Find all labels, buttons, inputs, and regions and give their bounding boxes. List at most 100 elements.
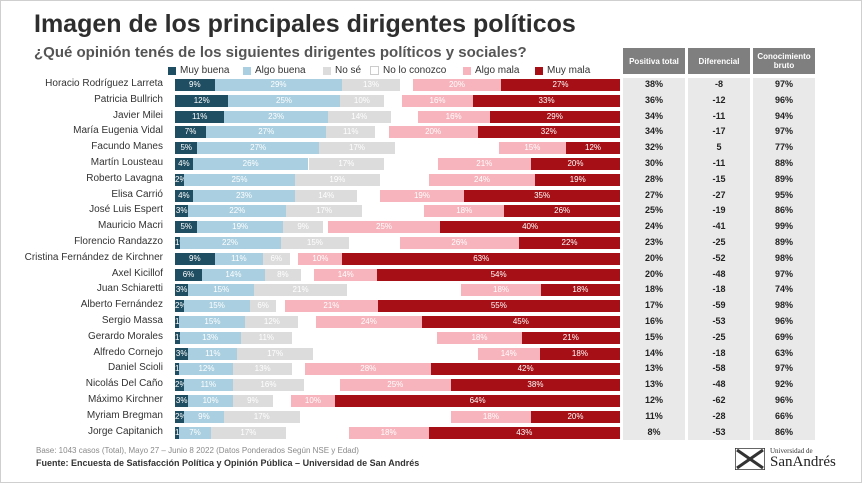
bar-segment: 12% — [245, 316, 299, 328]
table-cell-diferencial: -8 — [714, 79, 723, 89]
bar-segment: 11% — [326, 126, 376, 139]
bar-segment: 16% — [232, 379, 305, 392]
bar-segment: 43% — [428, 426, 620, 439]
bar-segment: 1% — [175, 316, 180, 328]
table-cell-positiva: 24% — [644, 221, 663, 232]
bar-segment: 26% — [192, 158, 309, 170]
bar-segment: 1% — [175, 363, 180, 376]
row-label: José Luis Espert — [89, 204, 163, 216]
table-cell-positiva: 28% — [644, 173, 663, 184]
bar-segment: 1% — [175, 237, 180, 249]
table-cell-diferencial: -53 — [712, 316, 726, 326]
bar-segment — [292, 331, 438, 344]
table-cell-positiva: 25% — [644, 205, 663, 216]
table-cell-conocimiento: 86% — [774, 205, 793, 216]
bar-segment: 6% — [175, 268, 202, 281]
table-cell-positiva: 30% — [644, 158, 663, 168]
table-cell-conocimiento: 95% — [774, 189, 793, 200]
bar-segment: 24% — [315, 316, 422, 328]
bar-segment: 19% — [379, 189, 465, 202]
legend-item-algo-mala: Algo mala — [463, 65, 519, 76]
legend-swatch-icon — [243, 66, 251, 75]
bar-segment: 40% — [440, 221, 620, 234]
stacked-bar: 7% 27% 11% 20% 32% — [175, 126, 620, 139]
legend-swatch-icon — [323, 66, 331, 75]
bar-segment: 32% — [477, 126, 620, 139]
row-label: Nicolás Del Caño — [85, 378, 163, 390]
legend-swatch-icon — [370, 66, 379, 75]
table-cell-conocimiento: 88% — [774, 158, 793, 168]
table-cell-positiva: 16% — [644, 316, 663, 326]
bar-segment: 25% — [327, 221, 441, 234]
row-label: Daniel Scioli — [107, 362, 163, 374]
bar-segment: 25% — [339, 379, 451, 392]
table-cell-conocimiento: 66% — [774, 410, 793, 421]
row-label: Mauricio Macri — [97, 220, 163, 232]
bar-segment: 20% — [412, 79, 502, 91]
bar-segment — [361, 205, 425, 218]
saint-andrew-cross-icon — [735, 448, 765, 470]
bar-segment — [300, 268, 315, 281]
table-cell-conocimiento: 96% — [774, 395, 793, 405]
table-cell-diferencial: -11 — [712, 158, 726, 168]
table-cell-diferencial: 5 — [716, 142, 722, 153]
stacked-bar: 2%11%16% 25%38% — [175, 379, 620, 392]
bar-segment: 13% — [342, 79, 400, 91]
table-cell-conocimiento: 97% — [774, 268, 793, 279]
stacked-bar: 1%22%15%26%22% — [175, 237, 620, 249]
legend-item-algo-buena: Algo buena — [243, 65, 306, 76]
table-cell-diferencial: -48 — [712, 379, 726, 390]
table-cell-diferencial: -41 — [712, 221, 726, 232]
table-cell-diferencial: -62 — [712, 395, 726, 405]
bar-segment: 14% — [477, 347, 540, 360]
table-cell-conocimiento: 97% — [774, 363, 793, 374]
bar-segment: 38% — [450, 379, 620, 392]
table-cell-positiva: 17% — [644, 300, 663, 311]
university-logo: Universidad de SanAndrés — [735, 448, 836, 470]
bar-segment: 9% — [175, 79, 215, 91]
bar-segment: 11% — [175, 110, 225, 123]
bar-segment: 2% — [175, 410, 184, 423]
stacked-bar: 5% 27% 17% 15% 12% — [175, 142, 620, 155]
bar-segment: 27% — [197, 142, 319, 155]
table-cell-conocimiento: 96% — [774, 316, 793, 326]
row-label: Cristina Fernández de Kirchner — [24, 251, 163, 263]
bar-segment: 15% — [183, 300, 250, 313]
bar-segment — [291, 363, 306, 376]
bar-segment: 29% — [214, 79, 343, 91]
bar-segment — [399, 79, 413, 91]
bar-segment: 22% — [519, 237, 620, 249]
table-cell-positiva: 32% — [644, 142, 663, 153]
bar-segment: 19% — [295, 173, 380, 186]
bar-segment: 10% — [339, 94, 385, 107]
bar-segment: 11% — [188, 347, 238, 360]
bar-segment: 13% — [233, 363, 292, 376]
legend-label: No sé — [335, 65, 362, 76]
legend-label: Algo buena — [255, 65, 306, 76]
bar-segment: 9% — [282, 221, 324, 234]
stacked-bar: 3% 22% 17% 18% 26% — [175, 205, 620, 218]
bar-segment: 7% — [179, 426, 211, 439]
bar-segment: 25% — [183, 173, 296, 186]
bar-segment: 33% — [473, 94, 620, 107]
row-label: Javier Milei — [112, 109, 163, 121]
stacked-bar: 12% 25% 10% 16% 33% — [175, 94, 620, 107]
stacked-bar: 11% 23% 14% 16% 29% — [175, 110, 620, 123]
bar-segment: 18% — [424, 205, 505, 218]
stacked-bar: 1%12%13% 28%42% — [175, 363, 620, 376]
stacked-bar: 1%15%12% 24%45% — [175, 316, 620, 328]
bar-segment: 12% — [179, 363, 234, 376]
table-cell-conocimiento: 97% — [774, 79, 793, 89]
table-cell-diferencial: -59 — [712, 300, 726, 311]
bar-segment: 5% — [175, 142, 198, 155]
table-cell-positiva: 23% — [644, 237, 663, 247]
bar-segment: 63% — [342, 252, 620, 265]
column-bg-diferencial — [688, 78, 750, 440]
row-label: Sergio Massa — [101, 315, 163, 326]
stacked-bar: 2%15%6% 21%55% — [175, 300, 620, 313]
table-cell-diferencial: -52 — [712, 252, 726, 263]
bar-segment: 21% — [254, 284, 347, 297]
bar-segment: 25% — [228, 94, 340, 107]
row-label: Juan Schiaretti — [96, 283, 163, 295]
bar-segment: 2% — [175, 379, 184, 392]
